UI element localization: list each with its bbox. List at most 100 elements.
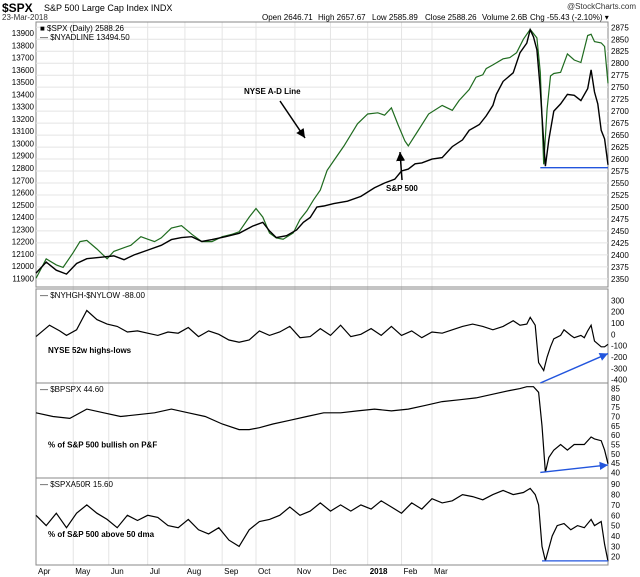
right-tick-label: 300 bbox=[611, 296, 625, 305]
price-legend-ad: — $NYADLINE 13494.50 bbox=[40, 33, 130, 42]
right-tick-label: 2625 bbox=[611, 143, 629, 152]
right-tick-label: 60 bbox=[611, 431, 620, 440]
left-tick-label: 13400 bbox=[12, 90, 35, 99]
right-tick-label: 2675 bbox=[611, 119, 629, 128]
right-tick-label: 2425 bbox=[611, 239, 629, 248]
panel-frame bbox=[35, 288, 609, 384]
quote-change: Chg -55.43 (-2.10%) ▾ bbox=[530, 13, 609, 22]
right-tick-label: 2525 bbox=[611, 191, 629, 200]
right-tick-label: 30 bbox=[611, 542, 620, 551]
left-tick-label: 13800 bbox=[12, 41, 35, 50]
right-tick-label: 2500 bbox=[611, 203, 629, 212]
price-legend-spx: ■ $SPX (Daily) 2588.26 bbox=[40, 24, 125, 33]
right-tick-label: 20 bbox=[611, 553, 620, 562]
x-tick-label: Aug bbox=[187, 567, 201, 576]
right-tick-label: 2725 bbox=[611, 95, 629, 104]
right-tick-label: 75 bbox=[611, 403, 620, 412]
quote-low: Low 2585.89 bbox=[372, 13, 418, 22]
right-tick-label: 50 bbox=[611, 450, 620, 459]
indicator-legend: — $NYHGH-$NYLOW -88.00 bbox=[40, 291, 145, 300]
right-tick-label: -100 bbox=[611, 342, 628, 351]
panel-frame bbox=[35, 21, 609, 288]
right-tick-label: 100 bbox=[611, 319, 625, 328]
x-tick-label: Feb bbox=[404, 567, 418, 576]
left-tick-label: 12700 bbox=[12, 176, 35, 185]
left-tick-label: 12400 bbox=[12, 213, 35, 222]
left-tick-label: 13600 bbox=[12, 66, 35, 75]
left-tick-label: 13300 bbox=[12, 103, 35, 112]
right-tick-label: 2825 bbox=[611, 47, 629, 56]
right-tick-label: 2350 bbox=[611, 275, 629, 284]
right-tick-label: 2375 bbox=[611, 263, 629, 272]
left-tick-label: 12200 bbox=[12, 238, 35, 247]
left-tick-label: 12800 bbox=[12, 164, 35, 173]
x-tick-label: Oct bbox=[258, 567, 271, 576]
right-tick-label: 85 bbox=[611, 385, 620, 394]
left-tick-label: 12100 bbox=[12, 250, 35, 259]
indicator-label: NYSE 52w highs-lows bbox=[48, 346, 132, 355]
indicator-label: % of S&P 500 bullish on P&F bbox=[48, 441, 157, 450]
right-tick-label: 2450 bbox=[611, 227, 629, 236]
x-tick-label: Dec bbox=[332, 567, 346, 576]
left-tick-label: 13000 bbox=[12, 139, 35, 148]
indicator-series bbox=[35, 309, 609, 372]
right-tick-label: 2550 bbox=[611, 179, 629, 188]
right-tick-label: 80 bbox=[611, 394, 620, 403]
indicator-series bbox=[35, 386, 609, 473]
indicator-legend: — $SPXA50R 15.60 bbox=[40, 480, 113, 489]
left-tick-label: 12300 bbox=[12, 225, 35, 234]
right-tick-label: 2750 bbox=[611, 83, 629, 92]
right-tick-label: -200 bbox=[611, 353, 628, 362]
x-tick-label: Jul bbox=[150, 567, 160, 576]
indicator-label: % of S&P 500 above 50 dma bbox=[48, 530, 155, 539]
right-tick-label: 45 bbox=[611, 459, 620, 468]
right-tick-label: 2775 bbox=[611, 71, 629, 80]
left-tick-label: 11900 bbox=[12, 274, 34, 283]
quote-high: High 2657.67 bbox=[318, 13, 366, 22]
right-tick-label: 2475 bbox=[611, 215, 629, 224]
right-tick-label: 0 bbox=[611, 330, 616, 339]
right-tick-label: 2400 bbox=[611, 251, 629, 260]
quote-volume: Volume 2.6B bbox=[482, 13, 528, 22]
left-tick-label: 13700 bbox=[12, 54, 35, 63]
left-tick-label: 12600 bbox=[12, 189, 35, 198]
right-tick-label: 80 bbox=[611, 491, 620, 500]
left-tick-label: 13500 bbox=[12, 78, 35, 87]
right-tick-label: 65 bbox=[611, 422, 620, 431]
indicator-series bbox=[35, 487, 609, 562]
right-tick-label: 40 bbox=[611, 468, 620, 477]
quote-date: 23-Mar-2018 bbox=[2, 13, 48, 22]
ticker-name: S&P 500 Large Cap Index INDX bbox=[44, 3, 173, 13]
x-tick-label: Sep bbox=[224, 567, 239, 576]
ticker-symbol: $SPX bbox=[2, 1, 33, 15]
right-tick-label: 40 bbox=[611, 532, 620, 541]
right-tick-label: 2600 bbox=[611, 155, 629, 164]
ad-line-annotation: NYSE A-D Line bbox=[244, 87, 301, 96]
quote-open: Open 2646.71 bbox=[262, 13, 313, 22]
left-tick-label: 12000 bbox=[12, 262, 35, 271]
right-tick-label: -300 bbox=[611, 364, 628, 373]
x-tick-label: Apr bbox=[38, 567, 51, 576]
divergence-arrow bbox=[540, 461, 609, 474]
divergence-arrow bbox=[540, 352, 609, 384]
x-tick-label: Mar bbox=[434, 567, 448, 576]
right-tick-label: 200 bbox=[611, 308, 625, 317]
right-tick-label: 90 bbox=[611, 480, 620, 489]
left-tick-label: 12900 bbox=[12, 152, 35, 161]
left-tick-label: 13200 bbox=[12, 115, 35, 124]
chart-header: $SPX S&P 500 Large Cap Index INDX 23-Mar… bbox=[0, 0, 640, 22]
right-tick-label: 2850 bbox=[611, 35, 629, 44]
right-tick-label: 2875 bbox=[611, 23, 629, 32]
quote-close: Close 2588.26 bbox=[425, 13, 477, 22]
right-tick-label: 2650 bbox=[611, 131, 629, 140]
left-tick-label: 12500 bbox=[12, 201, 35, 210]
spx-annotation: S&P 500 bbox=[386, 184, 418, 193]
indicator-legend: — $BPSPX 44.60 bbox=[40, 385, 104, 394]
right-tick-label: 60 bbox=[611, 511, 620, 520]
right-tick-label: -400 bbox=[611, 376, 628, 385]
right-tick-label: 55 bbox=[611, 440, 620, 449]
right-tick-label: 70 bbox=[611, 501, 620, 510]
x-tick-label: May bbox=[75, 567, 90, 576]
panel-frame bbox=[35, 382, 609, 479]
